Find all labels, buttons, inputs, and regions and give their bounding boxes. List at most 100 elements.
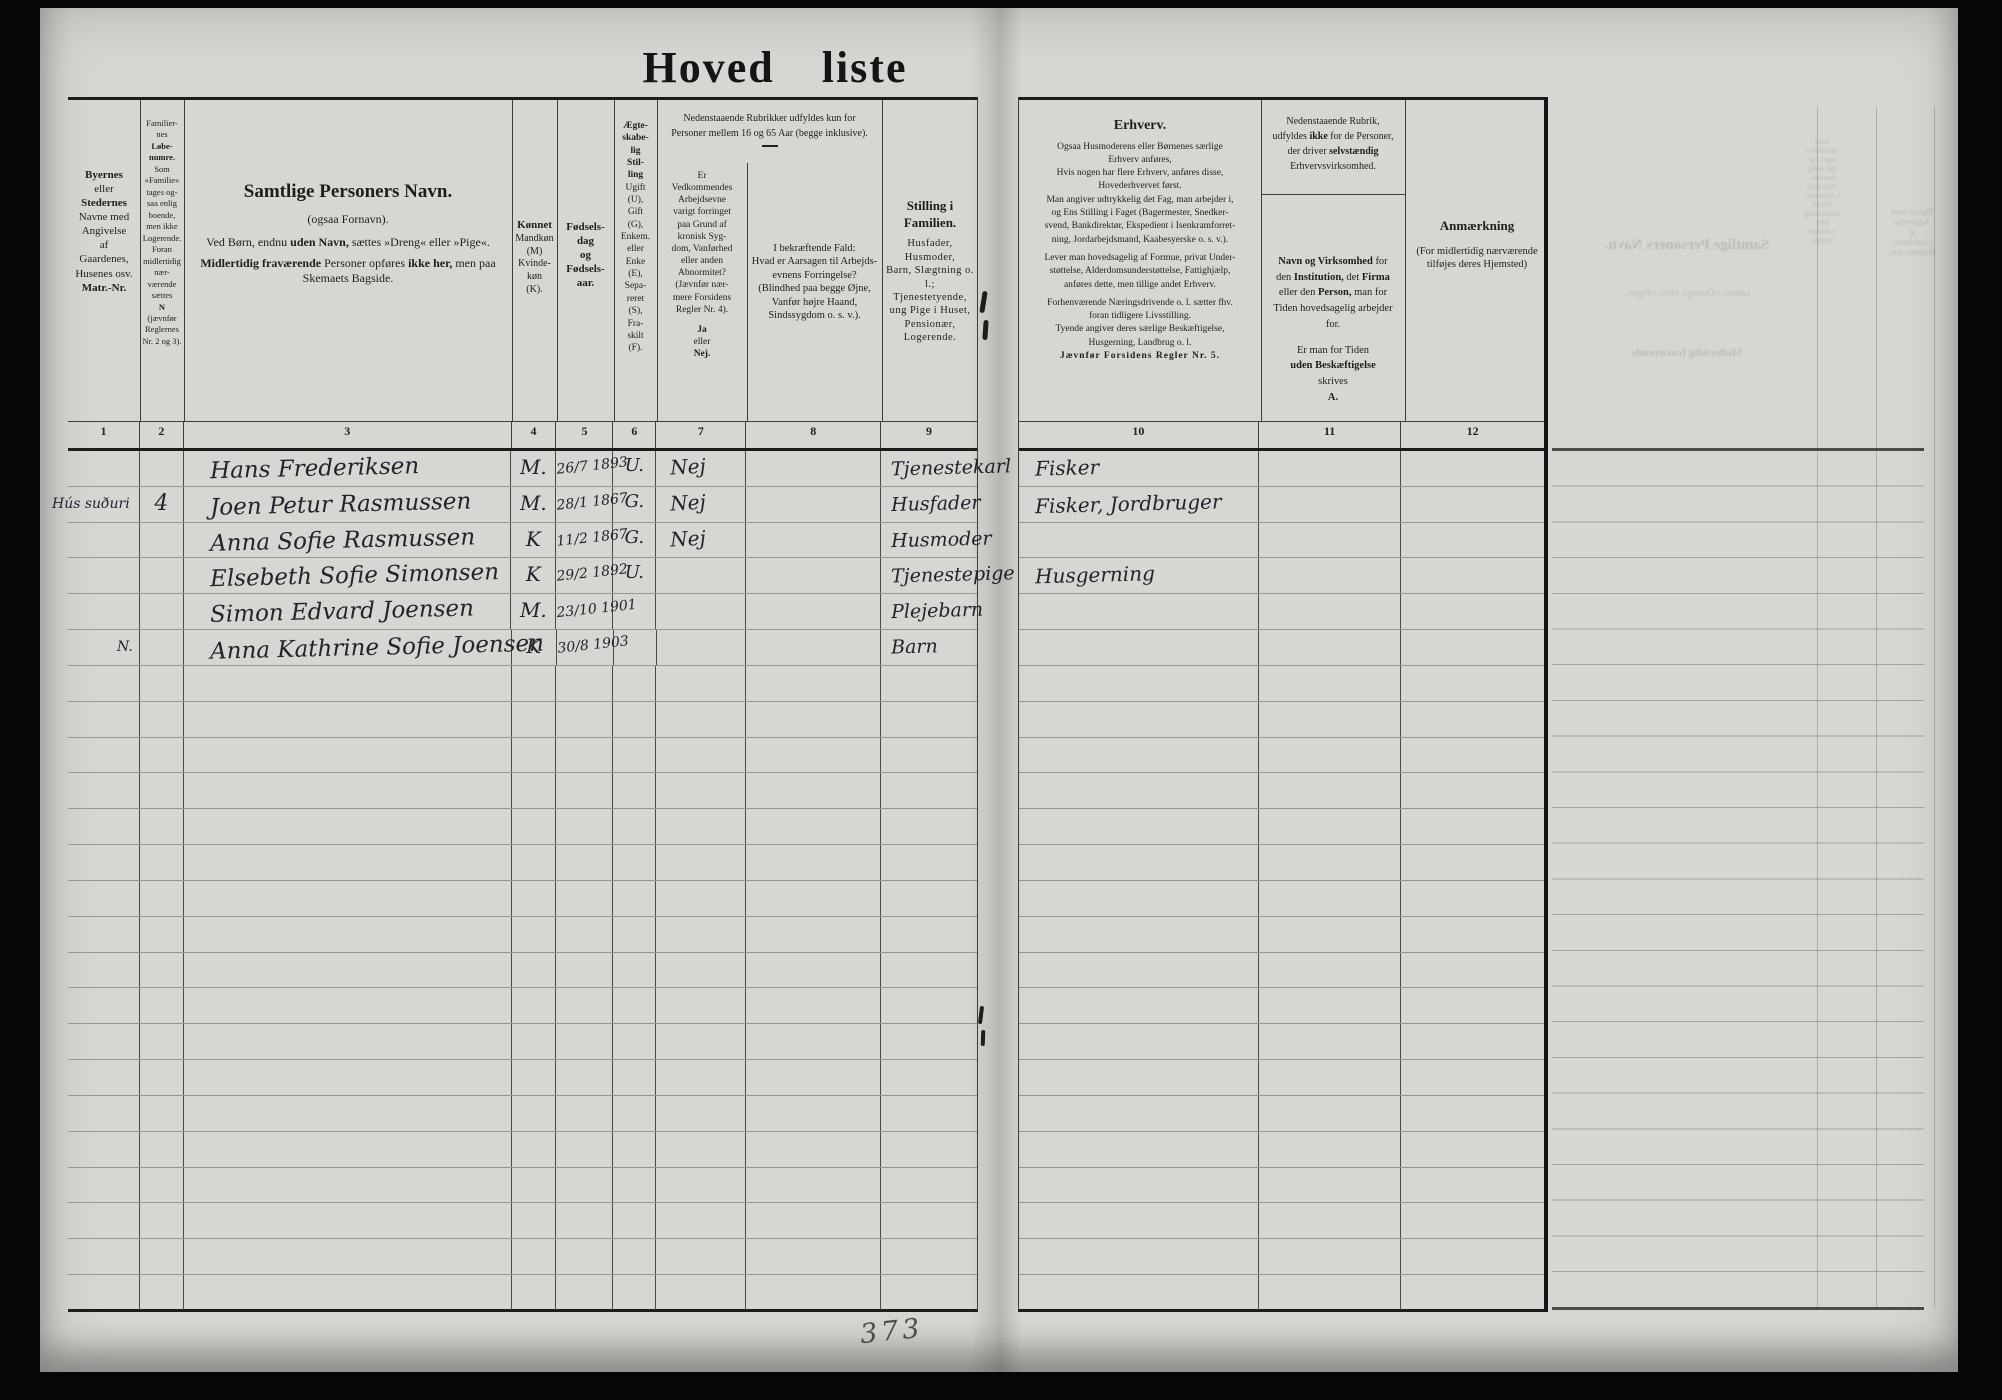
cell-born: 29/2 1892 [556,558,629,594]
cell-position [881,1239,977,1274]
cell-work [656,952,747,988]
cell-occupation [1019,1131,1259,1167]
cell-marital [613,665,657,701]
header-col1: Byernes eller Stedernes Navne med Angive… [75,169,133,294]
pencil-page-number: 373 [858,1312,925,1351]
cell-name [184,880,512,916]
col-number: 3 [184,422,512,448]
cell-occupation [1019,1167,1259,1203]
cell-firm [1259,952,1402,988]
handwritten-entry: Barn [890,635,939,659]
cell-marital [614,630,657,665]
cell-place [68,773,140,809]
cell-firm [1259,594,1402,630]
cell-cause [746,558,881,594]
table-row [1019,522,1544,559]
cell-position [881,702,977,737]
cell-position [881,1096,977,1131]
cell-sex: K [511,522,557,558]
cell-name [184,988,512,1024]
cell-work [656,1203,747,1239]
cell-name [184,1060,512,1095]
handwritten-entry: Fisker, Jordbruger [1034,489,1222,519]
cell-sex [512,1275,557,1310]
cell-sex [512,880,557,916]
dash-mark [761,145,778,147]
cell-num [140,1060,184,1095]
cell-sex [512,1239,557,1275]
cell-born [556,809,614,845]
ghost-text: Samtlige Personers Navn. [1604,237,1770,253]
table-row [68,952,977,989]
cell-num: 4 [140,486,184,522]
cell-name: Simon Edvard Joensen [184,594,512,630]
cell-name [184,1239,512,1275]
handwritten-entry: Nej [669,453,707,480]
column-divider [882,100,883,421]
cell-cause [746,701,882,737]
col-number: 9 [926,424,933,438]
table-row: Simon Edvard Joensen M. 23/10 1901 Plejebar… [68,594,983,631]
cell-sex: M. [511,594,557,630]
table-row [1019,988,1544,1025]
handwritten-entry: N. [117,639,133,656]
cell-place [68,522,140,558]
handwritten-entry: K [525,526,541,551]
cell-num [140,916,184,952]
cell-remark [1401,738,1544,773]
cell-work: Nej [656,451,747,486]
cell-work [656,737,747,773]
cell-name: Anna Kathrine Sofie Joensen [184,630,544,665]
cell-name [184,845,512,880]
cell-place [68,1239,140,1275]
handwritten-entry: Husgerning [1034,561,1156,589]
cell-position: Tjenestekarl [881,451,1011,486]
cell-name: Anna Sofie Rasmussen [184,522,512,558]
cell-name [184,773,512,809]
handwritten-entry: M. [519,490,547,515]
cell-name: Elsebeth Sofie Simonsen [184,558,512,594]
cell-remark [1401,487,1544,522]
cell-cause [746,737,882,773]
cell-marital [613,952,657,988]
header-col7: Er Vedkommendes Arbejdsevne varigt forri… [671,171,733,360]
table-row [1019,773,1544,810]
cell-occupation [1019,1203,1259,1239]
cell-born [556,1131,614,1167]
cell-remark [1401,953,1544,988]
cell-remark [1401,988,1544,1023]
cell-born [556,952,614,988]
handwritten-entry: 4 [154,490,169,516]
cell-place [68,665,140,701]
cell-remark [1401,1132,1544,1167]
table-row [1019,916,1544,953]
handwritten-entry: Nej [669,489,707,516]
cell-work [656,1275,747,1310]
cell-remark [1401,809,1544,844]
cell-occupation [1019,522,1259,558]
table-row [68,1239,977,1276]
handwritten-entry: Anna Kathrine Sofie Joensen [209,630,545,665]
cell-remark [1401,1024,1544,1059]
handwritten-entry: K [525,562,541,587]
cell-work [656,558,747,594]
cell-name [184,952,512,988]
cell-remark [1401,845,1544,880]
handwritten-entry: Hans Frederiksen [209,453,420,485]
cell-cause [746,773,882,809]
header-col9: Stilling i Familien. Husfader, Husmoder,… [886,198,973,344]
header-col6: Ægte- skabe- lig Stil- ling Ugift (U), G… [620,121,651,354]
cell-remark [1401,630,1544,665]
table-row [68,701,977,738]
cell-num [140,1239,184,1275]
cell-position [881,1060,977,1095]
table-row [1019,594,1544,631]
cell-sex: M. [511,451,557,486]
table-row [68,1167,977,1204]
cell-name [184,1024,512,1060]
table-row [68,845,977,881]
col-number: 1 [68,422,140,448]
cell-marital [613,773,657,809]
cell-sex: K [511,558,557,594]
